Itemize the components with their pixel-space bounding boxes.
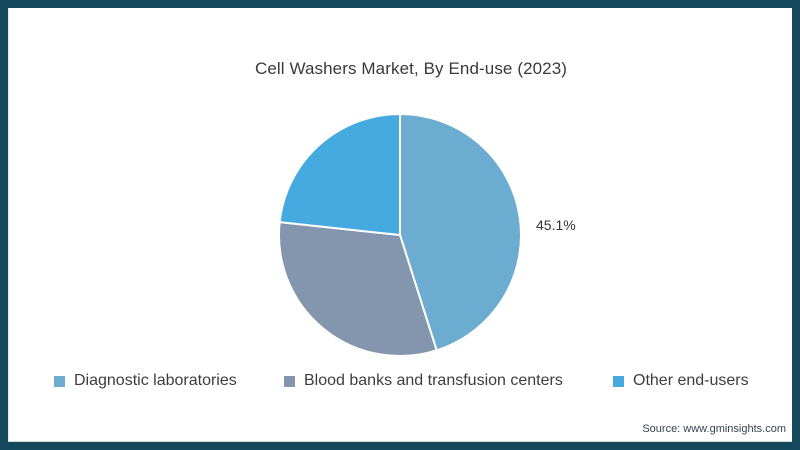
pie-slice-1	[278, 221, 438, 357]
chart-area: Cell Washers Market, By End-use (2023) 4…	[8, 8, 792, 442]
legend-item-diagnostic-laboratories: Diagnostic laboratories	[54, 372, 237, 390]
legend-label: Diagnostic laboratories	[74, 372, 237, 389]
legend-swatch-icon	[54, 375, 65, 387]
pie-chart-svg	[278, 113, 522, 357]
pie-slice-0	[399, 113, 522, 352]
chart-title: Cell Washers Market, By End-use (2023)	[254, 59, 568, 78]
legend-swatch-icon	[284, 375, 295, 387]
pie-slice-2	[278, 113, 401, 236]
legend: Diagnostic laboratories Blood banks and …	[8, 372, 792, 390]
legend-label: Blood banks and transfusion centers	[304, 372, 563, 389]
legend-item-other-end-users: Other end-users	[613, 372, 749, 390]
legend-swatch-icon	[613, 375, 624, 387]
source-attribution: Source: www.gminsights.com	[642, 423, 786, 435]
legend-label: Other end-users	[633, 372, 749, 389]
pie-data-label: 45.1%	[536, 217, 576, 233]
legend-item-blood-banks: Blood banks and transfusion centers	[284, 372, 563, 390]
pie-chart	[270, 105, 530, 365]
